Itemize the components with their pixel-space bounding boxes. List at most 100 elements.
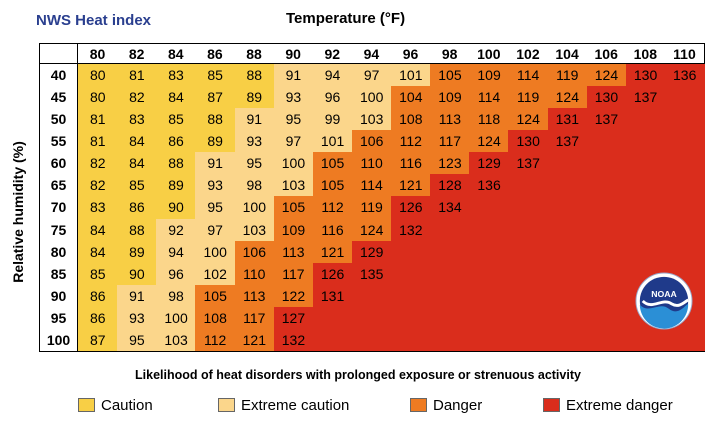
heat-index-cell [586, 328, 627, 352]
heat-index-cell: 89 [234, 86, 275, 109]
heat-index-cell: 119 [547, 64, 588, 87]
heat-index-cell [547, 328, 588, 352]
grid-corner [40, 44, 78, 64]
heat-index-cell [430, 306, 470, 330]
heat-index-cell: 84 [156, 86, 196, 109]
heat-index-cell: 103 [156, 328, 196, 352]
heat-index-cell: 123 [430, 152, 470, 175]
heat-index-cell: 91 [117, 284, 157, 308]
humidity-tick-label: 70 [40, 196, 78, 219]
heat-index-cell: 135 [351, 262, 392, 286]
heat-index-cell: 86 [117, 196, 157, 220]
heat-index-cell: 121 [312, 240, 353, 264]
heat-index-cell [547, 262, 588, 286]
heat-index-cell [430, 240, 470, 264]
heat-index-cell: 132 [391, 218, 431, 242]
heat-index-cell [547, 284, 588, 308]
heat-index-cell [547, 240, 588, 264]
heat-index-cell: 84 [117, 152, 157, 175]
heat-index-cell: 103 [234, 218, 275, 242]
heat-index-cell: 112 [391, 130, 431, 153]
heat-index-cell: 127 [273, 306, 314, 330]
heat-index-cell [508, 306, 548, 330]
legend-label-caution: Caution [101, 397, 153, 414]
heat-index-cell: 137 [547, 130, 588, 153]
heat-index-cell: 109 [273, 218, 314, 242]
heat-index-cell: 130 [508, 130, 548, 153]
heat-index-cell [625, 196, 666, 220]
heat-index-cell [664, 196, 705, 220]
legend-swatch-extreme-caution [218, 398, 235, 412]
heat-index-cell: 100 [273, 152, 314, 175]
temperature-tick-label: 88 [234, 44, 274, 64]
heat-index-cell [391, 262, 431, 286]
heat-index-cell [547, 218, 588, 242]
heat-index-cell: 119 [351, 196, 392, 220]
heat-index-cell: 124 [547, 86, 588, 109]
heat-index-cell: 97 [273, 130, 314, 153]
temperature-tick-label: 102 [508, 44, 548, 64]
temperature-tick-label: 94 [351, 44, 391, 64]
heat-index-cell: 124 [508, 108, 548, 131]
heat-index-cell: 110 [351, 152, 392, 175]
heat-index-cell: 103 [273, 174, 314, 197]
heat-index-cell: 106 [351, 130, 392, 153]
heat-index-cell [469, 328, 509, 352]
heat-index-cell: 88 [156, 152, 196, 175]
temperature-tick-label: 92 [312, 44, 352, 64]
temperature-tick-label: 96 [391, 44, 431, 64]
y-axis-title: Relative humidity (%) [10, 141, 26, 283]
heat-index-cell: 86 [78, 306, 118, 330]
heat-index-cell: 95 [117, 328, 157, 352]
heat-index-cell [469, 240, 509, 264]
heat-index-cell: 83 [78, 196, 118, 220]
legend-item-extreme-danger: Extreme danger [543, 397, 673, 414]
heat-index-cell [625, 328, 666, 352]
legend-swatch-caution [78, 398, 95, 412]
temperature-tick-label: 108 [625, 44, 665, 64]
heat-index-cell: 95 [195, 196, 235, 220]
heat-index-cell: 84 [78, 218, 118, 242]
heat-index-cell: 95 [234, 152, 275, 175]
heat-index-cell [469, 306, 509, 330]
heat-index-cell: 102 [195, 262, 235, 286]
heat-index-cell: 82 [78, 152, 118, 175]
heat-index-cell [664, 86, 705, 109]
heat-index-cell: 116 [312, 218, 353, 242]
temperature-tick-label: 82 [117, 44, 157, 64]
humidity-tick-label: 90 [40, 284, 78, 307]
heat-index-cell: 134 [430, 196, 470, 220]
heat-index-cell [586, 306, 627, 330]
heat-index-cell [469, 284, 509, 308]
heat-index-cell: 100 [234, 196, 275, 220]
heat-index-cell: 112 [195, 328, 235, 352]
heat-index-cell: 124 [469, 130, 509, 153]
heat-index-cell [430, 284, 470, 308]
heat-index-cell [508, 240, 548, 264]
heat-index-cell: 85 [117, 174, 157, 197]
heat-index-cell: 97 [351, 64, 392, 87]
heat-index-cell: 113 [234, 284, 275, 308]
heat-index-cell: 136 [469, 174, 509, 197]
temperature-tick-label: 80 [78, 44, 118, 64]
heat-index-cell: 85 [195, 64, 235, 87]
noaa-logo-icon: NOAA [635, 272, 693, 330]
heat-index-cell [391, 284, 431, 308]
temperature-tick-label: 106 [586, 44, 626, 64]
heat-index-cell: 121 [234, 328, 275, 352]
humidity-tick-label: 50 [40, 108, 78, 131]
heat-index-cell: 108 [195, 306, 235, 330]
heat-index-cell: 94 [312, 64, 353, 87]
heat-index-cell [391, 306, 431, 330]
humidity-tick-label: 45 [40, 86, 78, 109]
heat-index-cell: 98 [234, 174, 275, 197]
temperature-tick-label: 110 [664, 44, 704, 64]
heat-index-cell: 129 [469, 152, 509, 175]
heat-index-cell: 94 [156, 240, 196, 264]
heat-index-cell [508, 262, 548, 286]
heat-index-cell [625, 174, 666, 197]
heat-index-cell [586, 284, 627, 308]
heat-index-cell: 114 [469, 86, 509, 109]
heat-index-cell [547, 306, 588, 330]
heat-index-cell: 121 [391, 174, 431, 197]
